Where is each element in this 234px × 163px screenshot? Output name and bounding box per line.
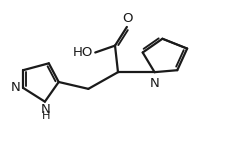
Text: H: H — [42, 111, 50, 121]
Text: N: N — [11, 81, 20, 94]
Text: HO: HO — [73, 46, 93, 59]
Text: N: N — [150, 77, 159, 90]
Text: N: N — [41, 103, 51, 116]
Text: O: O — [123, 12, 133, 25]
